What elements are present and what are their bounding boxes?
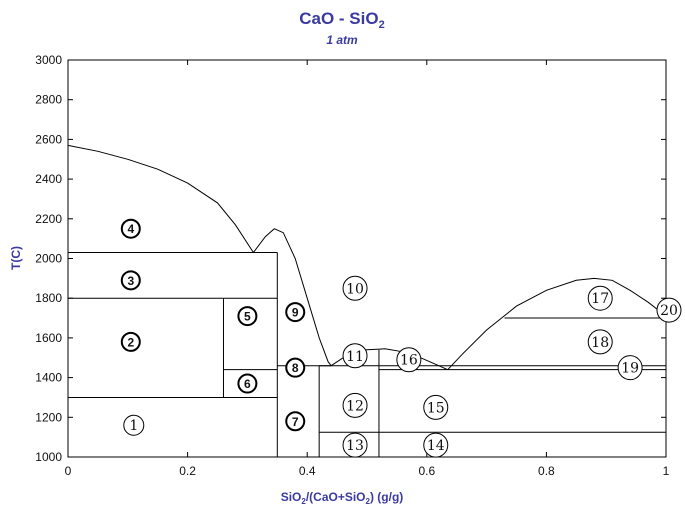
region-number: 11 [346, 349, 364, 365]
y-tick-label: 2800 [35, 93, 62, 107]
region-label-7: 7 [285, 411, 306, 432]
y-tick-label: 2200 [35, 212, 62, 226]
region-circle [342, 432, 368, 458]
region-label-17: 17 [587, 285, 613, 311]
region-number: 9 [292, 306, 299, 320]
region-circle [342, 392, 368, 418]
region-label-13: 13 [342, 432, 368, 458]
region-label-6: 6 [237, 373, 258, 394]
liquidus-ca2sio4-peak [253, 228, 332, 366]
region-label-8: 8 [285, 357, 306, 378]
y-tick-label: 1600 [35, 331, 62, 345]
region-circle [123, 414, 145, 436]
region-label-15: 15 [423, 394, 449, 420]
region-number: 2 [127, 335, 134, 349]
region-circle [342, 343, 368, 369]
liquidus-silica [447, 277, 667, 371]
y-tick-label: 3000 [35, 53, 62, 67]
region-label-14: 14 [423, 432, 449, 458]
region-circle [423, 432, 449, 458]
region-label-11: 11 [342, 343, 368, 369]
region-circle [617, 355, 643, 381]
region-circle [120, 331, 141, 352]
region-label-12: 12 [342, 392, 368, 418]
axis-ticks: 0 0.2 0.4 0.6 0.8 110001200140016001800200022… [35, 53, 669, 478]
chart-subtitle: 1 atm [326, 33, 358, 47]
region-circle [396, 347, 422, 373]
region-circle [342, 275, 368, 301]
region-label-18: 18 [587, 329, 613, 355]
y-tick-label: 2000 [35, 252, 62, 266]
region-number: 8 [292, 361, 299, 375]
x-tick-label: 0.2 [179, 464, 196, 478]
region-label-2: 2 [120, 331, 141, 352]
region-circle [656, 297, 682, 323]
region-number: 18 [591, 335, 609, 351]
region-number: 10 [346, 281, 364, 297]
region-label-10: 10 [342, 275, 368, 301]
region-circle [587, 329, 613, 355]
chart-title-main: CaO - SiO [299, 9, 378, 28]
y-tick-label: 1400 [35, 371, 62, 385]
region-number: 19 [621, 361, 639, 377]
region-label-5: 5 [237, 306, 258, 327]
region-label-19: 19 [617, 355, 643, 381]
region-circle [285, 357, 306, 378]
x-axis-label-part: 2 [366, 497, 371, 506]
region-number: 15 [427, 400, 445, 416]
region-number: 5 [244, 310, 251, 324]
liquidus-curves [67, 144, 667, 371]
x-axis-label-part: SiO [281, 490, 302, 504]
region-circle [237, 373, 258, 394]
y-tick-label: 1800 [35, 291, 62, 305]
x-axis-label: SiO2/(CaO+SiO2) (g/g) [281, 490, 404, 506]
chart-title-subscript: 2 [379, 19, 385, 31]
region-circle [120, 218, 141, 239]
region-label-4: 4 [120, 218, 141, 239]
region-number: 13 [346, 438, 364, 454]
region-circle [285, 411, 306, 432]
x-tick-label: 0.8 [538, 464, 555, 478]
region-label-3: 3 [120, 270, 141, 291]
region-circle [285, 302, 306, 323]
y-tick-label: 2600 [35, 132, 62, 146]
x-axis-label-part: ) (g/g) [370, 490, 403, 504]
region-number: 16 [400, 353, 418, 369]
region-number: 1 [129, 418, 138, 434]
region-label-16: 16 [396, 347, 422, 373]
x-tick-label: 0.4 [299, 464, 316, 478]
region-number: 12 [346, 398, 364, 414]
region-label-1: 1 [123, 414, 145, 436]
x-axis-label-part: 2 [301, 497, 306, 506]
region-label-20: 20 [656, 297, 682, 323]
region-number: 14 [427, 438, 445, 454]
x-axis-label-part: /(CaO+SiO [306, 490, 366, 504]
y-tick-label: 1000 [35, 450, 62, 464]
region-number: 20 [660, 303, 678, 319]
y-tick-label: 1200 [35, 410, 62, 424]
liquidus-cao [67, 144, 254, 253]
x-tick-label: 1 [663, 464, 670, 478]
chart-title: CaO - SiO2 [299, 9, 384, 31]
x-tick-label: 0.6 [418, 464, 435, 478]
region-number: 6 [244, 377, 251, 391]
region-number: 3 [127, 274, 134, 288]
region-number: 17 [591, 291, 609, 307]
y-tick-label: 2400 [35, 172, 62, 186]
region-circle [423, 394, 449, 420]
region-number: 4 [127, 222, 134, 236]
region-number: 7 [292, 415, 299, 429]
region-label-9: 9 [285, 302, 306, 323]
region-circle [120, 270, 141, 291]
region-circle [237, 306, 258, 327]
region-circle [587, 285, 613, 311]
y-axis-label: T(C) [9, 246, 23, 270]
x-tick-label: 0 [65, 464, 72, 478]
